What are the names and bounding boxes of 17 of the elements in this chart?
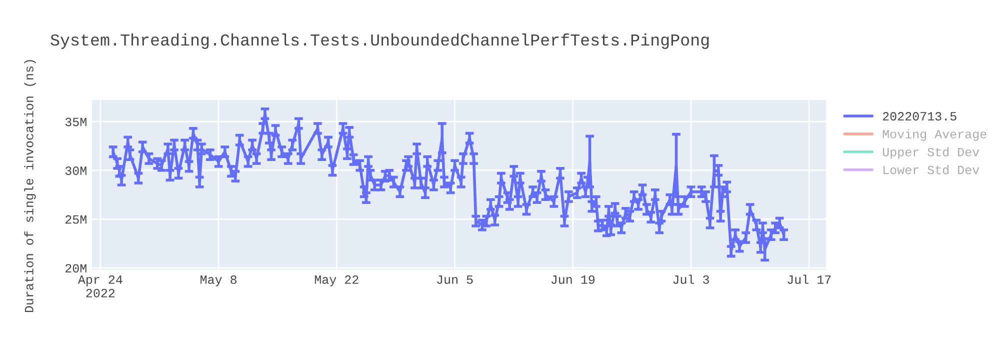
x-tick-label: May 8 [200,275,236,286]
legend-label: Upper Std Dev [882,147,980,159]
y-axis-title: Duration of single invocation (ns) [24,60,36,312]
x-tick-label: Jun 5 [437,276,473,284]
y-tick-label: 20M [66,264,86,273]
x-tick-label: Jul 3 [673,274,709,284]
x-tick-label: Jul 17 [788,274,831,284]
y-tick-label: 35M [65,118,86,126]
x-tick-label: Jun 19 [551,275,595,284]
y-tick-label: 25M [66,215,86,224]
x-tick-label: May 22 [314,275,358,286]
legend-label: 20220713.5 [882,112,956,121]
legend-label: Moving Average [882,129,986,141]
x-tick-label: Apr 24 2022 [78,275,122,298]
chart-title: System.Threading.Channels.Tests.UnboundedChannelPerfTests.PingPong [50,33,709,49]
y-tick-label: 30M [65,166,86,175]
legend-label: Lower Std Dev [884,165,980,174]
